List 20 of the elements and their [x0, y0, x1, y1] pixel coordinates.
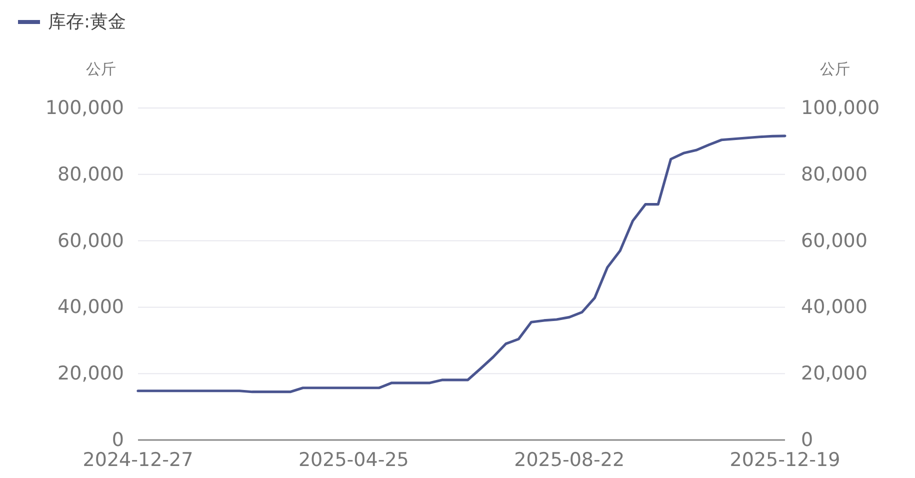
x-tick-label: 2025-08-22: [514, 449, 625, 471]
y-tick-label: 80,000: [58, 163, 124, 186]
y-tick-label: 40,000: [58, 296, 124, 318]
y2-tick-label: 60,000: [801, 230, 868, 252]
y2-tick-label: 0: [801, 429, 814, 451]
y2-tick-label: 40,000: [801, 296, 868, 318]
line-series: [136, 134, 786, 394]
y-tick-label: 0: [112, 429, 124, 451]
y2-tick-label: 100,000: [801, 97, 880, 119]
x-tick-label: 2025-04-25: [298, 449, 409, 471]
y2-tick-label: 20,000: [801, 362, 868, 385]
y2-tick-label: 80,000: [801, 163, 868, 186]
x-tick-label: 2025-12-19: [730, 449, 840, 471]
y-tick-label: 100,000: [45, 97, 124, 119]
x-tick-label: 2024-12-27: [82, 449, 194, 471]
y-axis-title: 公斤: [86, 60, 116, 78]
y-tick-label: 60,000: [58, 230, 124, 252]
y-tick-label: 20,000: [58, 362, 124, 385]
legend-label: 库存:黄金: [48, 12, 126, 32]
y2-axis-title: 公斤: [820, 60, 850, 78]
